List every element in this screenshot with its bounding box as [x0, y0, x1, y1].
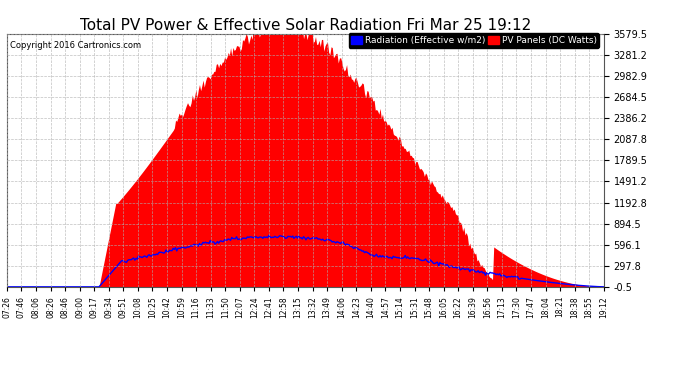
Title: Total PV Power & Effective Solar Radiation Fri Mar 25 19:12: Total PV Power & Effective Solar Radiati… — [80, 18, 531, 33]
Text: Copyright 2016 Cartronics.com: Copyright 2016 Cartronics.com — [10, 41, 141, 50]
Legend: Radiation (Effective w/m2), PV Panels (DC Watts): Radiation (Effective w/m2), PV Panels (D… — [348, 33, 599, 48]
